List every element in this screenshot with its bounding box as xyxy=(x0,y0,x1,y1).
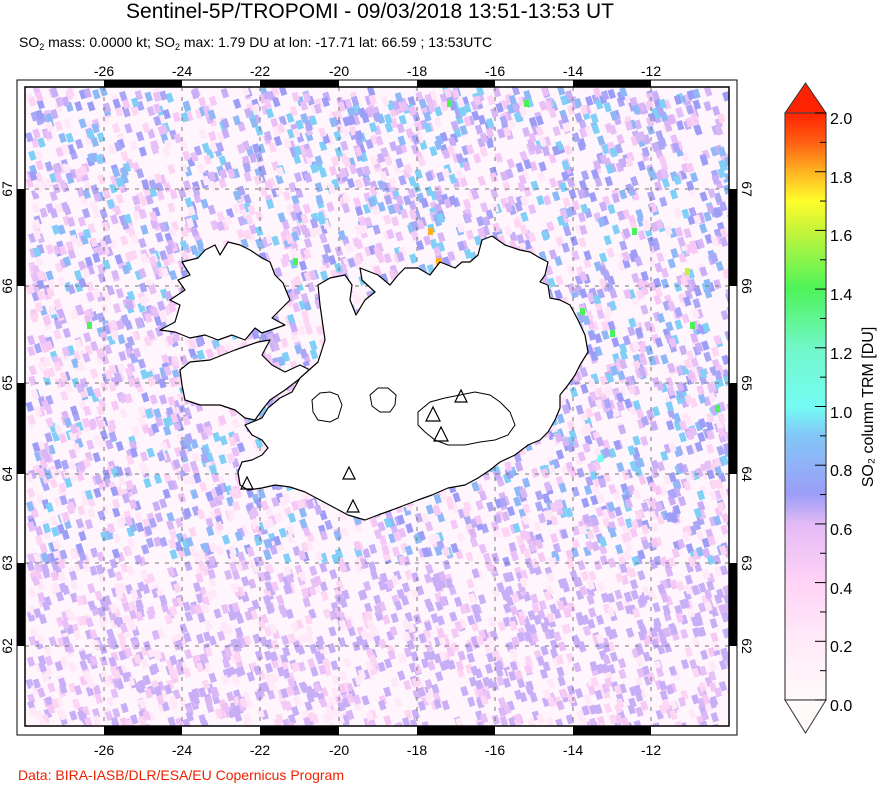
map-subtitle: SO2 mass: 0.0000 kt; SO2 max: 1.79 DU at… xyxy=(19,34,493,52)
coordinate-tick-bars xyxy=(17,80,737,735)
volcano-icon xyxy=(454,388,468,403)
volcano-icon xyxy=(342,465,356,480)
colorbar-min-extend xyxy=(784,699,827,734)
volcano-icon xyxy=(346,498,360,513)
lat-labels-right: 67 66 65 64 63 62 xyxy=(739,181,755,654)
volcano-icon xyxy=(425,405,441,422)
so2-pixel-field xyxy=(25,87,729,726)
colorbar-tick-labels: 2.0 1.8 1.6 1.4 1.2 1.0 0.8 0.6 0.4 0.2 … xyxy=(830,111,852,715)
colorbar-title: SO₂ column TRM [DU] xyxy=(860,327,877,488)
colorbar: 2.0 1.8 1.6 1.4 1.2 1.0 0.8 0.6 0.4 0.2 … xyxy=(784,82,877,734)
volcano-markers xyxy=(240,388,468,513)
map-title: Sentinel-5P/TROPOMI - 09/03/2018 13:51-1… xyxy=(126,0,614,23)
inland-features xyxy=(311,387,516,446)
iceland-coastline xyxy=(159,235,589,521)
lat-labels-left: 67 66 65 64 63 62 xyxy=(0,181,15,654)
volcano-icon xyxy=(240,475,254,490)
lon-labels-top: -26 -24 -22 -20 -18 -16 -14 -12 xyxy=(94,63,661,79)
volcano-icon xyxy=(433,425,449,442)
lon-labels-bottom: -26 -24 -22 -20 -18 -16 -14 -12 xyxy=(94,742,661,758)
data-credit: Data: BIRA-IASB/DLR/ESA/EU Copernicus Pr… xyxy=(18,767,345,783)
colorbar-max-extend xyxy=(784,82,827,114)
